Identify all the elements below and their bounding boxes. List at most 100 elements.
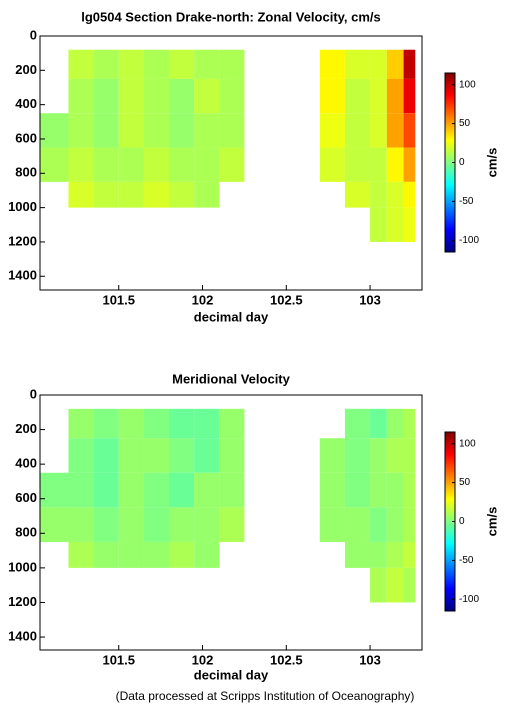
heat-cell xyxy=(194,113,220,148)
heat-cell xyxy=(344,438,371,473)
heat-cell xyxy=(169,181,195,208)
heat-cell xyxy=(344,147,371,182)
heat-cell xyxy=(40,113,69,148)
heat-cell xyxy=(344,507,371,542)
heat-cell xyxy=(143,113,170,148)
y-tick-label: 1400 xyxy=(8,268,37,283)
heat-cell xyxy=(194,147,220,182)
heat-cell xyxy=(68,78,94,114)
chart-title: lg0504 Section Drake-north: Zonal Veloci… xyxy=(81,9,381,24)
colorbar-tick-label: -50 xyxy=(459,555,474,566)
heat-cell xyxy=(93,472,119,508)
heat-cell xyxy=(68,438,94,473)
heat-cell xyxy=(370,49,387,79)
heat-cell xyxy=(93,78,119,114)
heat-cell xyxy=(370,78,387,114)
colorbar-tick-label: -100 xyxy=(459,235,479,246)
heat-cell xyxy=(93,507,119,542)
heat-cell xyxy=(118,507,144,542)
heat-cell xyxy=(370,181,387,208)
heat-cell xyxy=(143,181,170,208)
heat-cell xyxy=(118,541,144,568)
heat-cell xyxy=(386,541,404,568)
heat-cell xyxy=(40,507,69,542)
y-tick-label: 400 xyxy=(15,456,37,471)
heat-cell xyxy=(386,507,404,542)
heat-cell xyxy=(386,147,404,182)
heat-cell xyxy=(319,113,345,148)
footnote: (Data processed at Scripps Institution o… xyxy=(116,689,415,703)
y-tick-label: 1000 xyxy=(8,199,37,214)
heat-cell xyxy=(319,507,345,542)
heat-cell xyxy=(344,472,371,508)
heat-cell xyxy=(370,408,387,439)
heat-cell xyxy=(403,541,416,568)
heat-cell xyxy=(344,78,371,114)
heat-cell xyxy=(386,78,404,114)
heat-cell xyxy=(143,147,170,182)
heat-cell xyxy=(319,472,345,508)
heat-cell xyxy=(93,113,119,148)
x-tick-label: 101.5 xyxy=(102,292,135,307)
x-axis-label: decimal day xyxy=(194,309,269,324)
heat-cell xyxy=(403,78,416,114)
heat-cell xyxy=(169,78,195,114)
y-tick-label: 800 xyxy=(15,165,37,180)
plot-frame xyxy=(39,394,423,651)
heat-cell xyxy=(386,472,404,508)
colorbar-tick-label: 0 xyxy=(459,516,465,527)
heat-cell xyxy=(219,507,245,542)
y-tick-label: 600 xyxy=(15,130,37,145)
heat-cell xyxy=(386,49,404,79)
heat-cell xyxy=(143,507,170,542)
heat-cell xyxy=(403,113,416,148)
heat-cell xyxy=(219,438,245,473)
colorbar-tick-label: 100 xyxy=(459,79,476,90)
heat-cell xyxy=(403,147,416,182)
heat-cell xyxy=(386,113,404,148)
heat-cell xyxy=(169,49,195,79)
y-tick-label: 1200 xyxy=(8,594,37,609)
heat-cell xyxy=(169,541,195,568)
heat-cell xyxy=(370,541,387,568)
heat-cell xyxy=(93,181,119,208)
heat-cell xyxy=(143,408,170,439)
colorbar-label: cm/s xyxy=(484,507,499,537)
heat-cell xyxy=(403,567,416,603)
colorbar-tick-label: -100 xyxy=(459,594,479,605)
colorbar-tick-label: 100 xyxy=(459,438,476,449)
heat-cell xyxy=(169,438,195,473)
y-tick-label: 0 xyxy=(30,386,37,401)
x-tick-label: 102.5 xyxy=(270,292,303,307)
y-tick-label: 800 xyxy=(15,525,37,540)
heat-cell xyxy=(68,49,94,79)
heat-cell xyxy=(219,49,245,79)
heat-cell xyxy=(386,438,404,473)
heat-cell xyxy=(344,113,371,148)
heat-cell xyxy=(219,472,245,508)
plot-frame xyxy=(39,35,423,291)
y-tick-label: 1200 xyxy=(8,233,37,248)
x-tick-label: 102 xyxy=(192,292,214,307)
heat-cell xyxy=(319,78,345,114)
heat-cell xyxy=(169,507,195,542)
colorbar-label: cm/s xyxy=(484,148,499,178)
heat-cell xyxy=(403,507,416,542)
heat-cell xyxy=(344,181,371,208)
x-axis-label: decimal day xyxy=(194,667,269,682)
x-tick-label: 103 xyxy=(359,652,381,667)
heat-cell xyxy=(169,408,195,439)
heat-cell xyxy=(370,113,387,148)
heat-cell xyxy=(68,541,94,568)
heat-cell xyxy=(194,408,220,439)
heat-cell xyxy=(370,567,387,603)
colorbar-tick-label: 50 xyxy=(459,477,471,488)
heat-cell xyxy=(143,541,170,568)
y-tick-label: 0 xyxy=(30,27,37,42)
heat-cell xyxy=(194,541,220,568)
heat-cell xyxy=(219,147,245,182)
heat-cell xyxy=(370,507,387,542)
heat-cell xyxy=(68,507,94,542)
heat-cell xyxy=(403,438,416,473)
